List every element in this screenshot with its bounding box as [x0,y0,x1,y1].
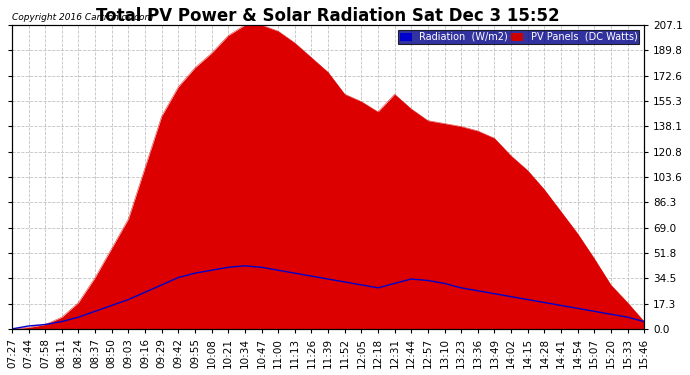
Legend: Radiation  (W/m2), PV Panels  (DC Watts): Radiation (W/m2), PV Panels (DC Watts) [398,30,640,44]
Text: Copyright 2016 Cartronics.com: Copyright 2016 Cartronics.com [12,13,153,22]
Title: Total PV Power & Solar Radiation Sat Dec 3 15:52: Total PV Power & Solar Radiation Sat Dec… [96,7,560,25]
